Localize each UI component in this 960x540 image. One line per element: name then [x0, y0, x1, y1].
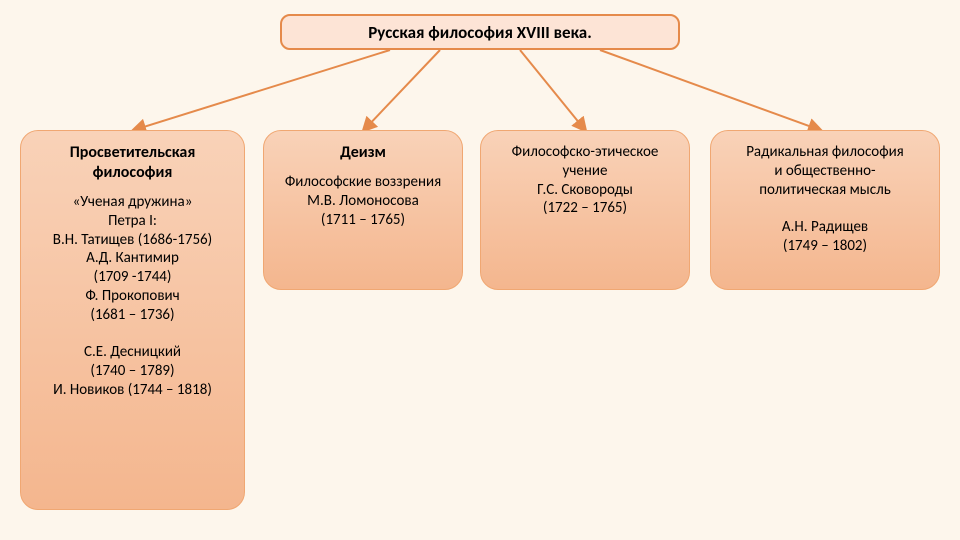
node-body: Философско-этическое учение Г.С. Сковоро… [491, 143, 679, 218]
node-n2: Деизм Философские воззрения М.В. Ломоносо… [263, 130, 463, 290]
diagram-title-text: Русская философия XVIII века. [368, 22, 592, 43]
node-n1: Просветительская философия «Ученая дружин… [20, 130, 245, 510]
node-title: Просветительская философия [31, 143, 234, 183]
node-body: Философские воззрения М.В. Ломоносова (1… [274, 173, 452, 229]
diagram-title: Русская философия XVIII века. [280, 14, 680, 50]
node-title: Деизм [274, 143, 452, 163]
node-n3: Философско-этическое учение Г.С. Сковоро… [480, 130, 690, 290]
node-body: Радикальная философия и общественно- пол… [721, 143, 929, 256]
node-n4: Радикальная философия и общественно- пол… [710, 130, 940, 290]
node-body: «Ученая дружина» Петра I: В.Н. Татищев (… [31, 193, 234, 399]
